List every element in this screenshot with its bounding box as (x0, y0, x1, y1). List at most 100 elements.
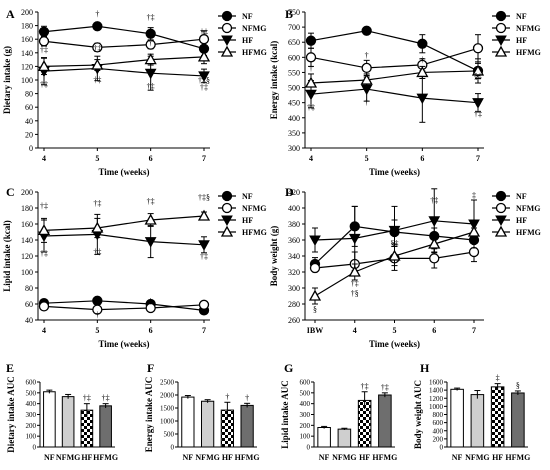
series-line (43, 56, 205, 67)
y-tick-label: 260 (288, 316, 300, 325)
x-tick-label: 4 (42, 326, 46, 335)
y-tick-label: 420 (288, 188, 300, 197)
panel-letter: D (285, 185, 294, 199)
data-point (92, 42, 103, 53)
bar-nf (181, 396, 195, 448)
series-hf (305, 73, 484, 123)
legend-marker (495, 22, 507, 34)
panel-letter: F (147, 361, 154, 375)
legend-label: HF (242, 36, 253, 45)
series-nfmg (38, 299, 210, 315)
significance-mark: †‡ (200, 252, 208, 261)
x-tick-label: HF (492, 453, 503, 462)
data-point (471, 64, 485, 76)
legend-marker (495, 35, 507, 47)
y-tick-label: 320 (288, 268, 300, 277)
data-point (92, 295, 103, 306)
y-tick-label: 40 (25, 316, 33, 325)
significance-mark: †‡ (83, 394, 91, 403)
significance-mark: †‡ (93, 44, 101, 53)
significance-mark: § (516, 381, 520, 390)
significance-mark: †‡ (93, 247, 101, 256)
y-tick-label: 280 (288, 300, 300, 309)
x-tick-label: 5 (393, 326, 397, 335)
y-axis-label: Body weight (g) (269, 226, 279, 287)
series-hf (38, 213, 210, 259)
x-tick-label: HF (222, 453, 233, 462)
bar-nf (317, 427, 331, 448)
y-tick-label: 20 (25, 130, 33, 139)
data-point (308, 289, 322, 301)
legend-marker (221, 22, 233, 34)
x-tick-label: 4 (42, 154, 46, 163)
data-point (91, 221, 104, 233)
significance-mark: †‡ (200, 83, 208, 92)
x-tick-label: 5 (95, 154, 99, 163)
data-point (428, 237, 441, 249)
legend-marker (221, 10, 233, 22)
y-tick-label: 350 (288, 129, 300, 138)
significance-mark: †‡ (40, 45, 48, 54)
x-axis-label: Time (weeks) (369, 339, 420, 349)
y-tick-label: 300 (288, 144, 300, 153)
y-tick-label: 180 (21, 204, 33, 213)
significance-mark: †‡§ (198, 76, 210, 85)
data-point (388, 249, 401, 261)
data-point (429, 253, 440, 264)
y-tick-label: 450 (288, 99, 300, 108)
legend-marker (495, 215, 507, 227)
y-tick-label: 0 (440, 444, 444, 452)
y-axis-label: Energy intake (kcal) (269, 41, 279, 120)
legend-marker (220, 225, 234, 237)
x-tick-label: NF (44, 453, 55, 462)
data-point (145, 302, 156, 314)
data-point (388, 225, 401, 237)
y-tick-label: 400 (300, 400, 311, 408)
y-tick-label: 0 (29, 144, 33, 153)
bar-nfmg (337, 428, 352, 448)
y-tick-label: 100 (26, 433, 37, 441)
data-point (92, 304, 103, 315)
data-point (472, 43, 484, 54)
y-tick-label: 120 (21, 62, 33, 71)
bar-nf (43, 391, 56, 448)
y-tick-label: 100 (21, 76, 33, 85)
y-tick-label: 80 (25, 284, 33, 293)
data-point (37, 224, 51, 236)
y-tick-label: 800 (433, 411, 444, 419)
bar-nfmg (470, 394, 485, 448)
legend-label: HF (516, 36, 527, 45)
y-tick-label: 500 (164, 431, 175, 439)
y-tick-label: 600 (300, 379, 311, 387)
x-tick-label: 4 (353, 326, 357, 335)
significance-mark: †‡ (147, 82, 155, 91)
y-tick-label: 60 (25, 300, 33, 309)
legend-label: NF (242, 12, 253, 21)
panel-d: 260 280 300 320 340 360 380 400 420 IBW 4 5 6 7 Time (… (269, 188, 541, 349)
legend-marker (495, 202, 507, 214)
significance-mark: †‡ (474, 110, 482, 119)
x-tick-label: HF (359, 453, 370, 462)
significance-mark: †‡ (93, 75, 101, 84)
significance-mark: §‡ (391, 239, 399, 248)
legend-label: HFMG (242, 48, 267, 57)
y-tick-label: 100 (300, 433, 311, 441)
data-point (145, 28, 156, 39)
x-tick-label: NFMG (56, 453, 80, 462)
y-tick-label: 200 (21, 188, 33, 197)
data-point (309, 235, 321, 247)
significance-mark: §‡ (474, 72, 482, 81)
y-tick-label: 400 (288, 114, 300, 123)
y-tick-label: 200 (300, 422, 311, 430)
y-axis-label: Lipid intake (kcal) (2, 220, 12, 292)
y-tick-label: 0 (171, 444, 175, 452)
data-point (305, 35, 317, 46)
y-tick-label: 140 (21, 236, 33, 245)
data-point (361, 62, 372, 74)
x-axis-label: Time (weeks) (369, 167, 420, 177)
panel-a: 0 20 40 60 80 100 120 140 160 180 200 4 5 6 7 Time (wee… (2, 8, 267, 177)
data-point (305, 52, 317, 63)
x-tick-label: HFMG (505, 453, 530, 462)
x-tick-label: NFMG (332, 453, 356, 462)
